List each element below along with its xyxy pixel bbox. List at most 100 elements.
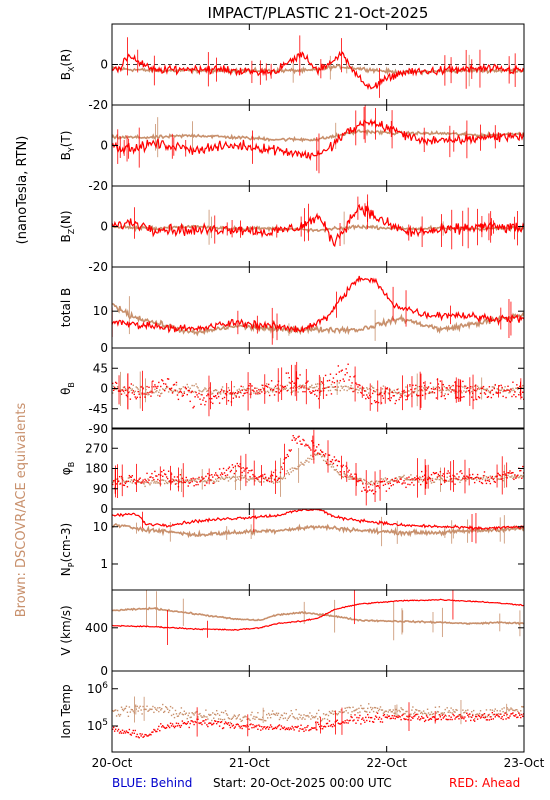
data-point-ahead (393, 715, 395, 717)
data-point-ahead (507, 472, 509, 474)
data-point-ahead (466, 475, 468, 477)
start-time-label: Start: 20-Oct-2025 00:00 UTC (213, 776, 392, 790)
data-point-ahead (179, 474, 182, 476)
data-point-dscovr (449, 711, 451, 714)
data-point-dscovr (307, 457, 309, 460)
data-point-dscovr (396, 478, 398, 480)
data-point-ahead (279, 390, 282, 392)
data-point-dscovr (407, 479, 409, 481)
data-point-ahead (268, 394, 271, 397)
data-point-ahead (339, 471, 341, 473)
data-point-ahead (246, 391, 248, 394)
data-point-ahead (485, 389, 488, 392)
data-point-dscovr (343, 472, 345, 475)
data-point-dscovr (139, 705, 141, 708)
data-point-ahead (175, 479, 178, 481)
data-point-dscovr (422, 387, 425, 389)
data-point-dscovr (301, 463, 303, 465)
data-point-dscovr (168, 709, 171, 712)
data-point-dscovr (299, 384, 301, 386)
data-point-ahead (178, 391, 181, 393)
data-point-ahead (304, 445, 306, 447)
data-point-ahead (490, 718, 493, 720)
data-point-dscovr (159, 706, 161, 709)
data-point-ahead (363, 394, 365, 396)
data-point-ahead (260, 729, 262, 731)
data-point-ahead (177, 398, 180, 401)
data-point-dscovr (265, 477, 267, 480)
data-point-dscovr (156, 709, 158, 711)
data-point-ahead (342, 721, 344, 723)
data-point-ahead (155, 386, 157, 388)
data-point-ahead (347, 722, 349, 724)
data-point-dscovr (305, 715, 307, 717)
data-point-dscovr (487, 390, 490, 392)
data-point-ahead (456, 396, 458, 399)
data-point-ahead (207, 472, 209, 475)
data-point-ahead (444, 714, 446, 716)
data-point-dscovr (265, 391, 267, 393)
data-point-ahead (332, 462, 335, 465)
data-point-dscovr (209, 387, 211, 389)
data-point-ahead (222, 727, 225, 729)
data-point-dscovr (392, 392, 394, 394)
data-point-ahead (125, 481, 128, 483)
data-point-dscovr (165, 706, 168, 709)
data-point-dscovr (158, 391, 160, 394)
data-point-ahead (514, 715, 516, 717)
data-point-dscovr (127, 387, 130, 390)
data-point-dscovr (169, 387, 172, 390)
data-point-dscovr (491, 477, 494, 479)
ahead-legend-label: RED: Ahead (449, 776, 520, 790)
data-point-ahead (294, 726, 296, 728)
data-point-ahead (426, 479, 429, 481)
data-point-dscovr (221, 386, 224, 388)
data-point-dscovr (158, 482, 160, 484)
data-point-dscovr (197, 716, 199, 718)
data-point-dscovr (369, 482, 371, 485)
data-point-dscovr (489, 475, 492, 477)
data-point-ahead (167, 725, 170, 727)
data-point-ahead (216, 393, 219, 395)
data-point-ahead (205, 400, 207, 403)
data-point-ahead (473, 389, 476, 392)
data-point-ahead (212, 402, 214, 405)
data-point-dscovr (289, 468, 291, 470)
data-point-ahead (257, 392, 259, 394)
data-point-ahead (346, 372, 348, 374)
data-point-ahead (240, 385, 242, 388)
data-point-dscovr (358, 389, 360, 391)
data-point-ahead (156, 387, 158, 390)
data-point-dscovr (435, 712, 438, 714)
data-point-ahead (263, 726, 265, 728)
data-point-dscovr (388, 481, 391, 483)
data-point-dscovr (170, 714, 173, 717)
data-point-ahead (323, 725, 326, 728)
data-point-ahead (161, 726, 163, 728)
data-point-ahead (364, 390, 366, 392)
data-point-dscovr (175, 482, 178, 485)
data-point-dscovr (432, 712, 435, 715)
data-point-ahead (513, 478, 515, 481)
data-point-ahead (137, 736, 139, 738)
data-point-ahead (508, 717, 510, 719)
data-point-dscovr (201, 716, 203, 719)
data-point-ahead (240, 725, 242, 728)
data-point-ahead (237, 723, 239, 726)
data-point-ahead (440, 483, 443, 486)
data-point-dscovr (258, 391, 260, 394)
data-point-dscovr (243, 716, 245, 718)
y-axis-label: V (km/s) (59, 605, 73, 655)
data-point-dscovr (251, 711, 253, 714)
data-point-dscovr (268, 387, 271, 389)
data-point-ahead (424, 719, 427, 722)
data-point-ahead (146, 735, 148, 737)
data-point-dscovr (433, 388, 436, 391)
data-point-dscovr (486, 477, 489, 479)
data-point-dscovr (202, 716, 204, 718)
data-point-ahead (219, 721, 222, 724)
data-point-ahead (336, 380, 339, 382)
data-point-dscovr (176, 480, 179, 482)
data-point-ahead (471, 716, 473, 719)
